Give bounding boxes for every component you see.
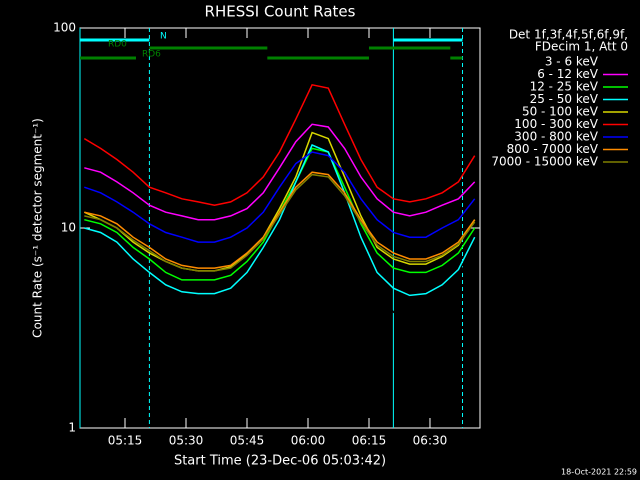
y-tick-label: 100 (53, 21, 76, 35)
x-tick-label: 05:45 (230, 434, 265, 448)
series-line (83, 83, 476, 206)
x-tick-label: 06:00 (291, 434, 326, 448)
flag-label: RD6 (142, 50, 161, 60)
legend-label: 12 - 25 keV (530, 80, 599, 94)
legend-title: FDecim 1, Att 0 (535, 40, 628, 54)
flag-label: N (160, 32, 167, 42)
timestamp: 18-Oct-2021 22:59 (561, 468, 637, 477)
series-line (84, 173, 476, 272)
series-line (83, 131, 476, 272)
series-line (83, 166, 476, 331)
series-line (84, 151, 476, 243)
x-tick-label: 06:30 (413, 434, 448, 448)
x-axis-label: Start Time (23-Dec-06 05:03:42) (174, 454, 386, 469)
chart-title: RHESSI Count Rates (205, 3, 356, 21)
y-tick-label: 10 (61, 221, 76, 235)
x-tick-label: 06:15 (352, 434, 387, 448)
legend-label: 50 - 100 keV (522, 105, 599, 119)
legend-title: Det 1f,3f,4f,5f,6f,9f, (509, 28, 628, 42)
series-line (84, 144, 476, 297)
y-tick-label: 1 (68, 421, 76, 435)
legend-label: 25 - 50 keV (530, 92, 599, 106)
y-axis-label: Count Rate (s⁻¹ detector segment⁻¹) (31, 118, 45, 338)
series-line (84, 171, 476, 269)
legend-label: 800 - 7000 keV (507, 142, 599, 156)
x-tick-label: 05:15 (108, 434, 143, 448)
x-tick-label: 05:30 (169, 434, 204, 448)
legend-label: 6 - 12 keV (537, 67, 599, 81)
series-line (84, 123, 476, 221)
legend-label: 100 - 300 keV (514, 117, 598, 131)
legend-label: 300 - 800 keV (514, 130, 598, 144)
flag-label: RD0 (108, 40, 127, 50)
legend-label: 7000 - 15000 keV (491, 155, 598, 169)
legend-label: 3 - 6 keV (545, 55, 599, 69)
